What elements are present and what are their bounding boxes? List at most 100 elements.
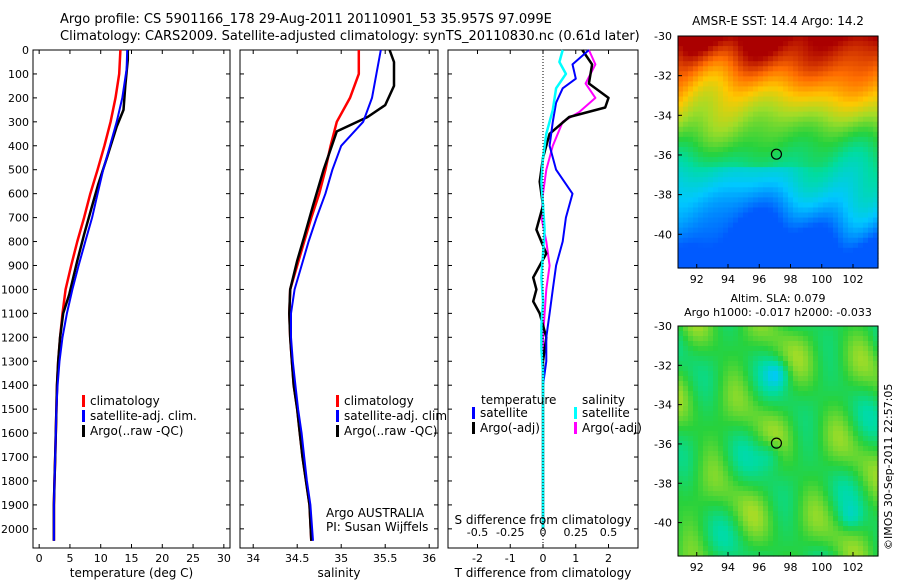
sla-map-cell bbox=[793, 431, 799, 437]
sst-map-cell bbox=[783, 177, 789, 183]
sla-map-cell bbox=[738, 466, 744, 472]
sla-map-cell bbox=[773, 471, 779, 477]
sst-map-cell bbox=[708, 126, 714, 133]
sla-map-cell bbox=[728, 496, 734, 502]
sla-map-cell bbox=[868, 526, 874, 532]
sla-map-cell bbox=[868, 416, 874, 422]
sla-map-cell bbox=[693, 551, 699, 557]
sst-map-cell bbox=[753, 217, 759, 224]
sst-map-cell bbox=[688, 101, 694, 108]
sst-map-cell bbox=[678, 217, 684, 224]
sla-map-cell bbox=[868, 341, 874, 347]
sst-map-cell bbox=[853, 207, 859, 214]
sla-map-cell bbox=[728, 391, 734, 397]
sla-map-cell bbox=[738, 531, 744, 537]
sst-map-cell bbox=[688, 202, 694, 209]
sla-map-cell bbox=[723, 546, 729, 552]
sst-map-cell bbox=[863, 162, 869, 168]
sst-map-cell bbox=[753, 106, 759, 113]
sst-map-cell bbox=[868, 202, 874, 209]
sst-map-cell bbox=[843, 141, 849, 148]
sst-map-cell bbox=[693, 212, 699, 219]
sla-map-cell bbox=[698, 461, 704, 467]
sst-map-cell bbox=[813, 116, 819, 123]
sst-map-cell bbox=[753, 131, 759, 138]
sla-map-cell bbox=[688, 381, 694, 387]
sst-map-cell bbox=[783, 106, 789, 113]
sla-map-cell bbox=[748, 536, 754, 542]
sla-map-cell bbox=[838, 521, 844, 527]
sst-map-cell bbox=[678, 247, 684, 254]
sla-map-cell bbox=[773, 521, 779, 527]
sla-map-cell bbox=[828, 396, 834, 402]
sla-map-cell bbox=[848, 541, 854, 547]
sla-map-cell bbox=[798, 491, 804, 497]
sla-map-cell bbox=[763, 456, 769, 462]
sst-map-cell bbox=[873, 182, 879, 188]
sst-map-cell bbox=[823, 111, 829, 118]
sla-map-cell bbox=[828, 416, 834, 422]
sla-map-cell bbox=[733, 451, 739, 457]
sla-map-cell bbox=[678, 396, 684, 402]
sla-map-cell bbox=[733, 351, 739, 357]
sst-map-cell bbox=[838, 116, 844, 123]
sla-map-cell bbox=[833, 541, 839, 547]
sst-map-cell bbox=[743, 126, 749, 133]
sst-map-cell bbox=[718, 36, 724, 42]
sla-argo-position-marker bbox=[770, 437, 783, 449]
sst-map-cell bbox=[683, 131, 689, 138]
sst-map-cell bbox=[818, 146, 824, 153]
sst-map-cell bbox=[823, 212, 829, 219]
sst-map-cell bbox=[833, 247, 839, 254]
sst-map-cell bbox=[828, 121, 834, 128]
sla-map-cell bbox=[858, 511, 864, 517]
sst-map-cell bbox=[868, 167, 874, 173]
sla-map-cell bbox=[813, 466, 819, 472]
sst-map-cell bbox=[723, 46, 729, 52]
sst-map-cell bbox=[708, 56, 714, 62]
sst-map-cell bbox=[793, 141, 799, 148]
sla-map-cell bbox=[833, 346, 839, 352]
sst-map-cell bbox=[713, 192, 719, 198]
sst-map-cell bbox=[743, 217, 749, 224]
sla-map-cell bbox=[723, 386, 729, 392]
sla-map-cell bbox=[693, 391, 699, 397]
sla-map-cell bbox=[683, 426, 689, 432]
sla-map-cell bbox=[693, 336, 699, 342]
difference-xtick-label: 0 bbox=[540, 552, 547, 565]
sla-map-cell bbox=[743, 331, 749, 337]
sst-map-cell bbox=[748, 232, 754, 239]
sst-map-cell bbox=[768, 242, 774, 249]
sla-map-cell bbox=[773, 391, 779, 397]
sst-map-cell bbox=[873, 257, 879, 264]
sla-map-cell bbox=[683, 326, 689, 332]
sla-map-cell bbox=[783, 541, 789, 547]
sst-map-cell bbox=[828, 247, 834, 254]
sla-map-cell bbox=[778, 451, 784, 457]
sla-map-cell bbox=[813, 411, 819, 417]
sst-map-cell bbox=[873, 177, 879, 183]
sst-map-cell bbox=[813, 247, 819, 254]
sst-map-cell bbox=[763, 91, 769, 98]
sst-map-cell bbox=[698, 76, 704, 82]
sst-map-cell bbox=[718, 126, 724, 133]
sla-map-cell bbox=[813, 326, 819, 332]
temperature-ytick-label: 200 bbox=[8, 92, 29, 105]
sst-map-cell bbox=[818, 76, 824, 82]
sst-map-cell bbox=[843, 152, 849, 158]
sst-map-cell bbox=[718, 192, 724, 198]
sla-map-cell bbox=[803, 536, 809, 542]
sla-map-cell bbox=[818, 551, 824, 557]
sst-map-cell bbox=[788, 157, 794, 163]
sla-map-cell bbox=[753, 496, 759, 502]
sla-map-cell bbox=[853, 451, 859, 457]
sla-map-cell bbox=[863, 371, 869, 377]
sla-map-cell bbox=[853, 331, 859, 337]
sst-map-cell bbox=[813, 41, 819, 47]
sla-map-cell bbox=[688, 441, 694, 447]
sst-map-cell bbox=[728, 76, 734, 82]
sst-map-cell bbox=[773, 41, 779, 47]
sla-map-cell bbox=[798, 416, 804, 422]
sla-map-cell bbox=[773, 346, 779, 352]
sla-map-cell bbox=[788, 341, 794, 347]
